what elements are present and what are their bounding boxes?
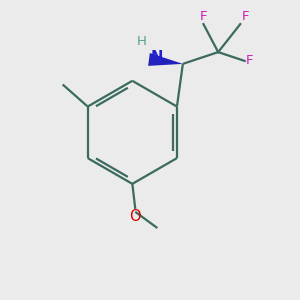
Text: H: H (137, 35, 147, 48)
Text: F: F (242, 10, 249, 23)
Polygon shape (148, 53, 183, 66)
Text: F: F (246, 54, 254, 68)
Text: N: N (151, 50, 163, 65)
Text: O: O (130, 209, 141, 224)
Text: F: F (200, 10, 207, 23)
